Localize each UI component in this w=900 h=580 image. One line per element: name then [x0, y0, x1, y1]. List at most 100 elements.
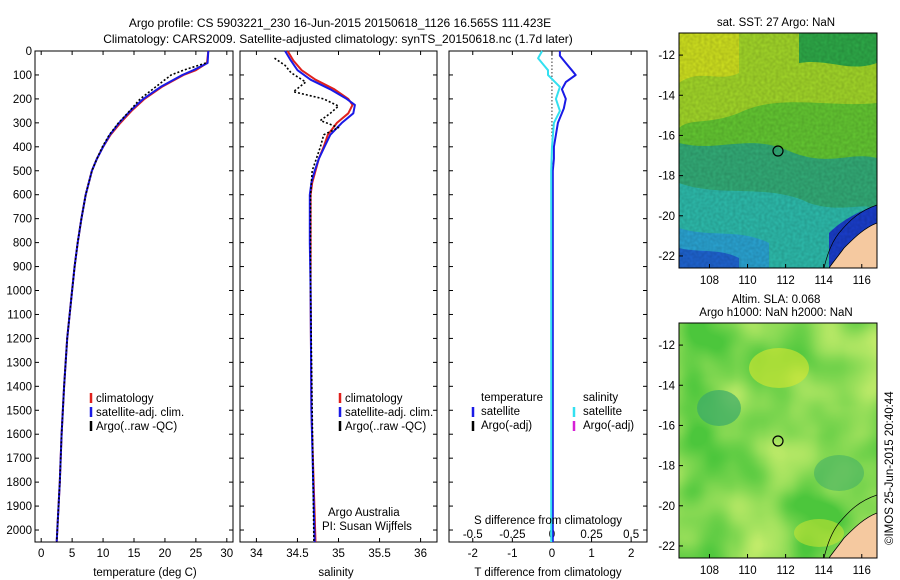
lon-tick-label: 108: [700, 275, 719, 287]
timestamp-stamp: ©IMOS 25-Jun-2015 20:40:44: [884, 391, 896, 545]
legend-label: satellite: [481, 406, 520, 418]
title-line-2: Climatology: CARS2009. Satellite-adjuste…: [103, 32, 573, 46]
argo-location-marker-2: [772, 435, 784, 447]
y-tick-label: 0: [26, 46, 32, 58]
sst-map-title: sat. SST: 27 Argo: NaN: [717, 17, 835, 29]
title-line-1: Argo profile: CS 5903221_230 16-Jun-2015…: [129, 16, 551, 30]
y-tick-label: 400: [13, 142, 32, 154]
sla-map: Altim. SLA: 0.068 Argo h1000: NaN h2000:…: [678, 294, 878, 559]
x-tick-label: 34.5: [286, 548, 308, 560]
series-line-argo-raw-qc-: [274, 57, 340, 543]
x-tick-label: 35.5: [368, 548, 390, 560]
s-tick-label: 0.5: [623, 529, 639, 541]
x-tick-label: 15: [128, 548, 141, 560]
y-tick-label: 500: [13, 166, 32, 178]
x-tick-label: -2: [468, 548, 478, 560]
x-tick-label: 0: [38, 548, 44, 560]
series-line-satellite-adj-clim-: [284, 50, 356, 543]
y-tick-label: 1900: [6, 501, 32, 513]
sla-map-frame: [678, 322, 878, 559]
salinity-legend: climatology satellite-adj. clim. Argo(..…: [345, 393, 433, 433]
lon-tick-label: 114: [815, 275, 834, 287]
lat-tick-label: -20: [658, 501, 675, 513]
lon-tick-label: 112: [776, 275, 794, 287]
x-tick-label: -1: [507, 548, 517, 560]
difference-legend: temperature satellite Argo(-adj) salinit…: [481, 392, 634, 432]
sla-map-title-2: Argo h1000: NaN h2000: NaN: [699, 307, 852, 319]
y-tick-label: 2000: [6, 525, 32, 537]
sst-map-frame: [678, 32, 878, 269]
y-tick-label: 1400: [6, 381, 32, 393]
y-tick-label: 100: [13, 70, 32, 82]
y-tick-label: 700: [13, 214, 32, 226]
lon-tick-label: 114: [815, 565, 834, 577]
lat-tick-label: -18: [658, 171, 675, 183]
s-diff-axis-label: S difference from climatology: [474, 515, 622, 527]
y-tick-label: 1500: [6, 405, 32, 417]
legend-label: climatology: [345, 393, 403, 405]
argo-location-marker: [772, 145, 784, 157]
series-line-climatology: [55, 50, 210, 543]
lon-tick-label: 110: [738, 565, 756, 577]
x-tick-label: 0: [549, 548, 555, 560]
y-tick-label: 1600: [6, 429, 32, 441]
x-tick-label: 30: [220, 548, 233, 560]
temperature-legend: climatology satellite-adj. clim. Argo(..…: [96, 393, 184, 433]
lon-tick-label: 110: [738, 275, 756, 287]
lon-tick-label: 108: [700, 565, 719, 577]
sst-map-image: [679, 33, 877, 268]
lat-tick-label: -22: [658, 251, 675, 263]
x-tick-label: 10: [97, 548, 110, 560]
legend-label: satellite: [583, 406, 622, 418]
sst-map-axes: -12 -14 -16 -18 -20 -22 108 110 112 114 116: [658, 50, 871, 287]
y-tick-label: 600: [13, 190, 32, 202]
x-tick-label: 35: [332, 548, 345, 560]
t-diff-axis-label: T difference from climatology: [474, 567, 621, 579]
y-tick-label: 1800: [6, 477, 32, 489]
y-tick-label: 800: [13, 238, 32, 250]
credit-line-1: Argo Australia: [328, 507, 400, 519]
lon-tick-label: 116: [853, 565, 871, 577]
plot-frame: [239, 50, 438, 543]
plot-frame: [448, 50, 648, 543]
lat-tick-label: -12: [658, 340, 675, 352]
plot-frame: [34, 50, 234, 543]
y-tick-label: 1300: [6, 357, 32, 369]
s-tick-label: -0.25: [499, 529, 525, 541]
legend-title-temperature: temperature: [481, 392, 543, 404]
y-tick-label: 900: [13, 262, 32, 274]
y-tick-label: 1700: [6, 453, 32, 465]
lat-tick-label: -16: [658, 420, 675, 432]
legend-label: Argo(..raw -QC): [96, 421, 177, 433]
sla-map-title-1: Altim. SLA: 0.068: [732, 294, 821, 306]
lon-tick-label: 112: [776, 565, 794, 577]
salinity-axis-label: salinity: [318, 567, 353, 579]
profile-panel-2: 34 34.5 35 35.5 36: [239, 50, 438, 560]
temperature-axis-label: temperature (deg C): [93, 567, 197, 579]
legend-title-salinity: salinity: [583, 392, 618, 404]
credit-line-2: PI: Susan Wijffels: [322, 521, 412, 533]
legend-label: satellite-adj. clim.: [345, 407, 433, 419]
lat-tick-label: -22: [658, 541, 675, 553]
profile-panel-3: -2 -1 0 1 2-0.5 -0.25 0 0.25 0.5: [448, 50, 648, 560]
x-tick-label: 20: [159, 548, 172, 560]
lat-tick-label: -12: [658, 50, 675, 62]
y-tick-label: 200: [13, 94, 32, 106]
y-tick-label: 300: [13, 118, 32, 130]
lon-tick-label: 116: [853, 275, 871, 287]
series-line-satellite-s: [537, 50, 561, 542]
y-tick-label: 1100: [7, 309, 32, 321]
s-tick-label: 0.25: [580, 529, 602, 541]
x-tick-label: 36: [414, 548, 427, 560]
sst-map: sat. SST: 27 Argo: NaN: [678, 17, 878, 269]
legend-label: Argo(-adj): [583, 420, 634, 432]
series-line-climatology: [286, 50, 354, 543]
lat-tick-label: -14: [658, 380, 675, 392]
legend-label: Argo(..raw -QC): [345, 421, 426, 433]
y-tick-label: 1000: [6, 286, 32, 298]
x-tick-label: 5: [69, 548, 75, 560]
y-tick-label: 1200: [6, 333, 32, 345]
lat-tick-label: -18: [658, 461, 675, 473]
x-tick-label: 25: [189, 548, 202, 560]
